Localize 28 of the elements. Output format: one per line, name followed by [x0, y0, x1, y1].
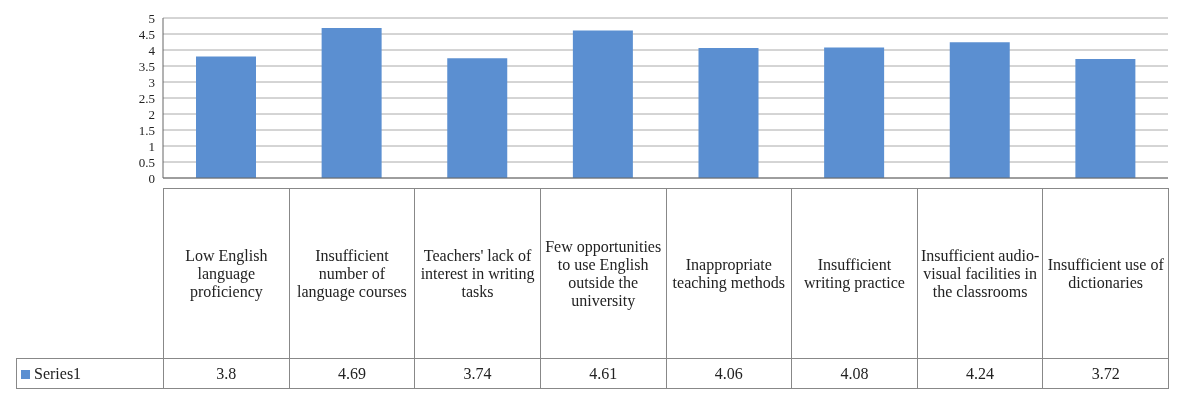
y-tick-label: 3: [148, 74, 155, 90]
x-tick-label: Insufficient writing practice: [791, 188, 918, 359]
y-tick-label: 0.5: [138, 154, 155, 170]
x-tick-label: Few opportunities to use English outside the university: [540, 188, 666, 359]
x-tick-label: Insufficient use of dictionaries: [1042, 188, 1169, 359]
y-tick-label: 1: [148, 138, 155, 154]
y-tick-label: 2.5: [138, 90, 155, 106]
y-tick-label: 1.5: [138, 122, 155, 138]
y-tick-label: 4.5: [138, 26, 155, 42]
x-tick-label: Insufficient audio-visual facilities in the classrooms: [917, 188, 1043, 359]
y-tick-label: 4: [148, 42, 156, 58]
data-label: 3.74: [414, 358, 541, 389]
y-tick-label: 0: [148, 170, 155, 186]
x-tick-label: Low English language proficiency: [163, 188, 290, 359]
data-label: 4.06: [666, 358, 792, 389]
data-label: 3.8: [163, 358, 290, 389]
x-tick-label: Insufficient number of language courses: [289, 188, 415, 359]
y-tick-label: 5: [148, 10, 155, 26]
x-tick-label: Teachers' lack of interest in writing tasks: [414, 188, 541, 359]
legend-label: Series1: [16, 358, 164, 389]
data-label: 3.72: [1042, 358, 1169, 389]
x-tick-label: Inappropriate teaching methods: [666, 188, 792, 359]
data-label: 4.69: [289, 358, 415, 389]
data-label: 4.61: [540, 358, 666, 389]
data-label: 4.08: [791, 358, 918, 389]
data-label: 4.24: [917, 358, 1043, 389]
y-tick-label: 3.5: [138, 58, 155, 74]
y-tick-label: 2: [148, 106, 155, 122]
